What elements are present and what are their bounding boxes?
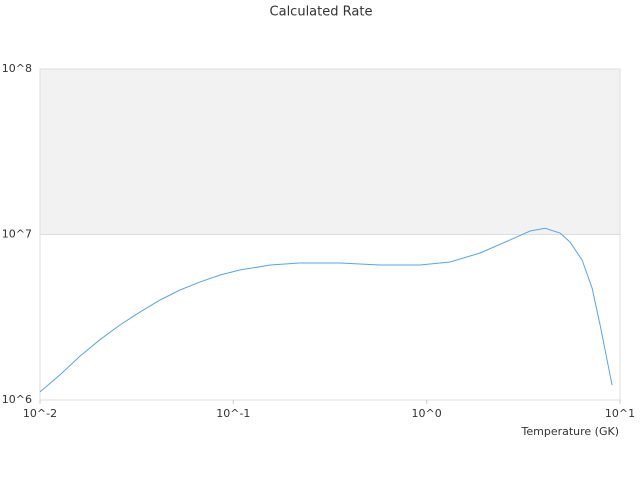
chart-title: Calculated Rate (270, 5, 373, 20)
y-tick-label: 10^7 (2, 228, 32, 241)
x-tick-label: 10^1 (605, 407, 635, 420)
x-tick-label: 10^-2 (23, 407, 57, 420)
plot-band (40, 69, 620, 235)
y-tick-label: 10^8 (2, 62, 32, 75)
x-tick-label: 10^-1 (216, 407, 250, 420)
data-line (39, 227, 613, 393)
y-tick-label: 10^6 (2, 393, 32, 406)
x-axis-title: Temperature (GK) (521, 425, 620, 438)
x-tick-label: 10^0 (412, 407, 442, 420)
